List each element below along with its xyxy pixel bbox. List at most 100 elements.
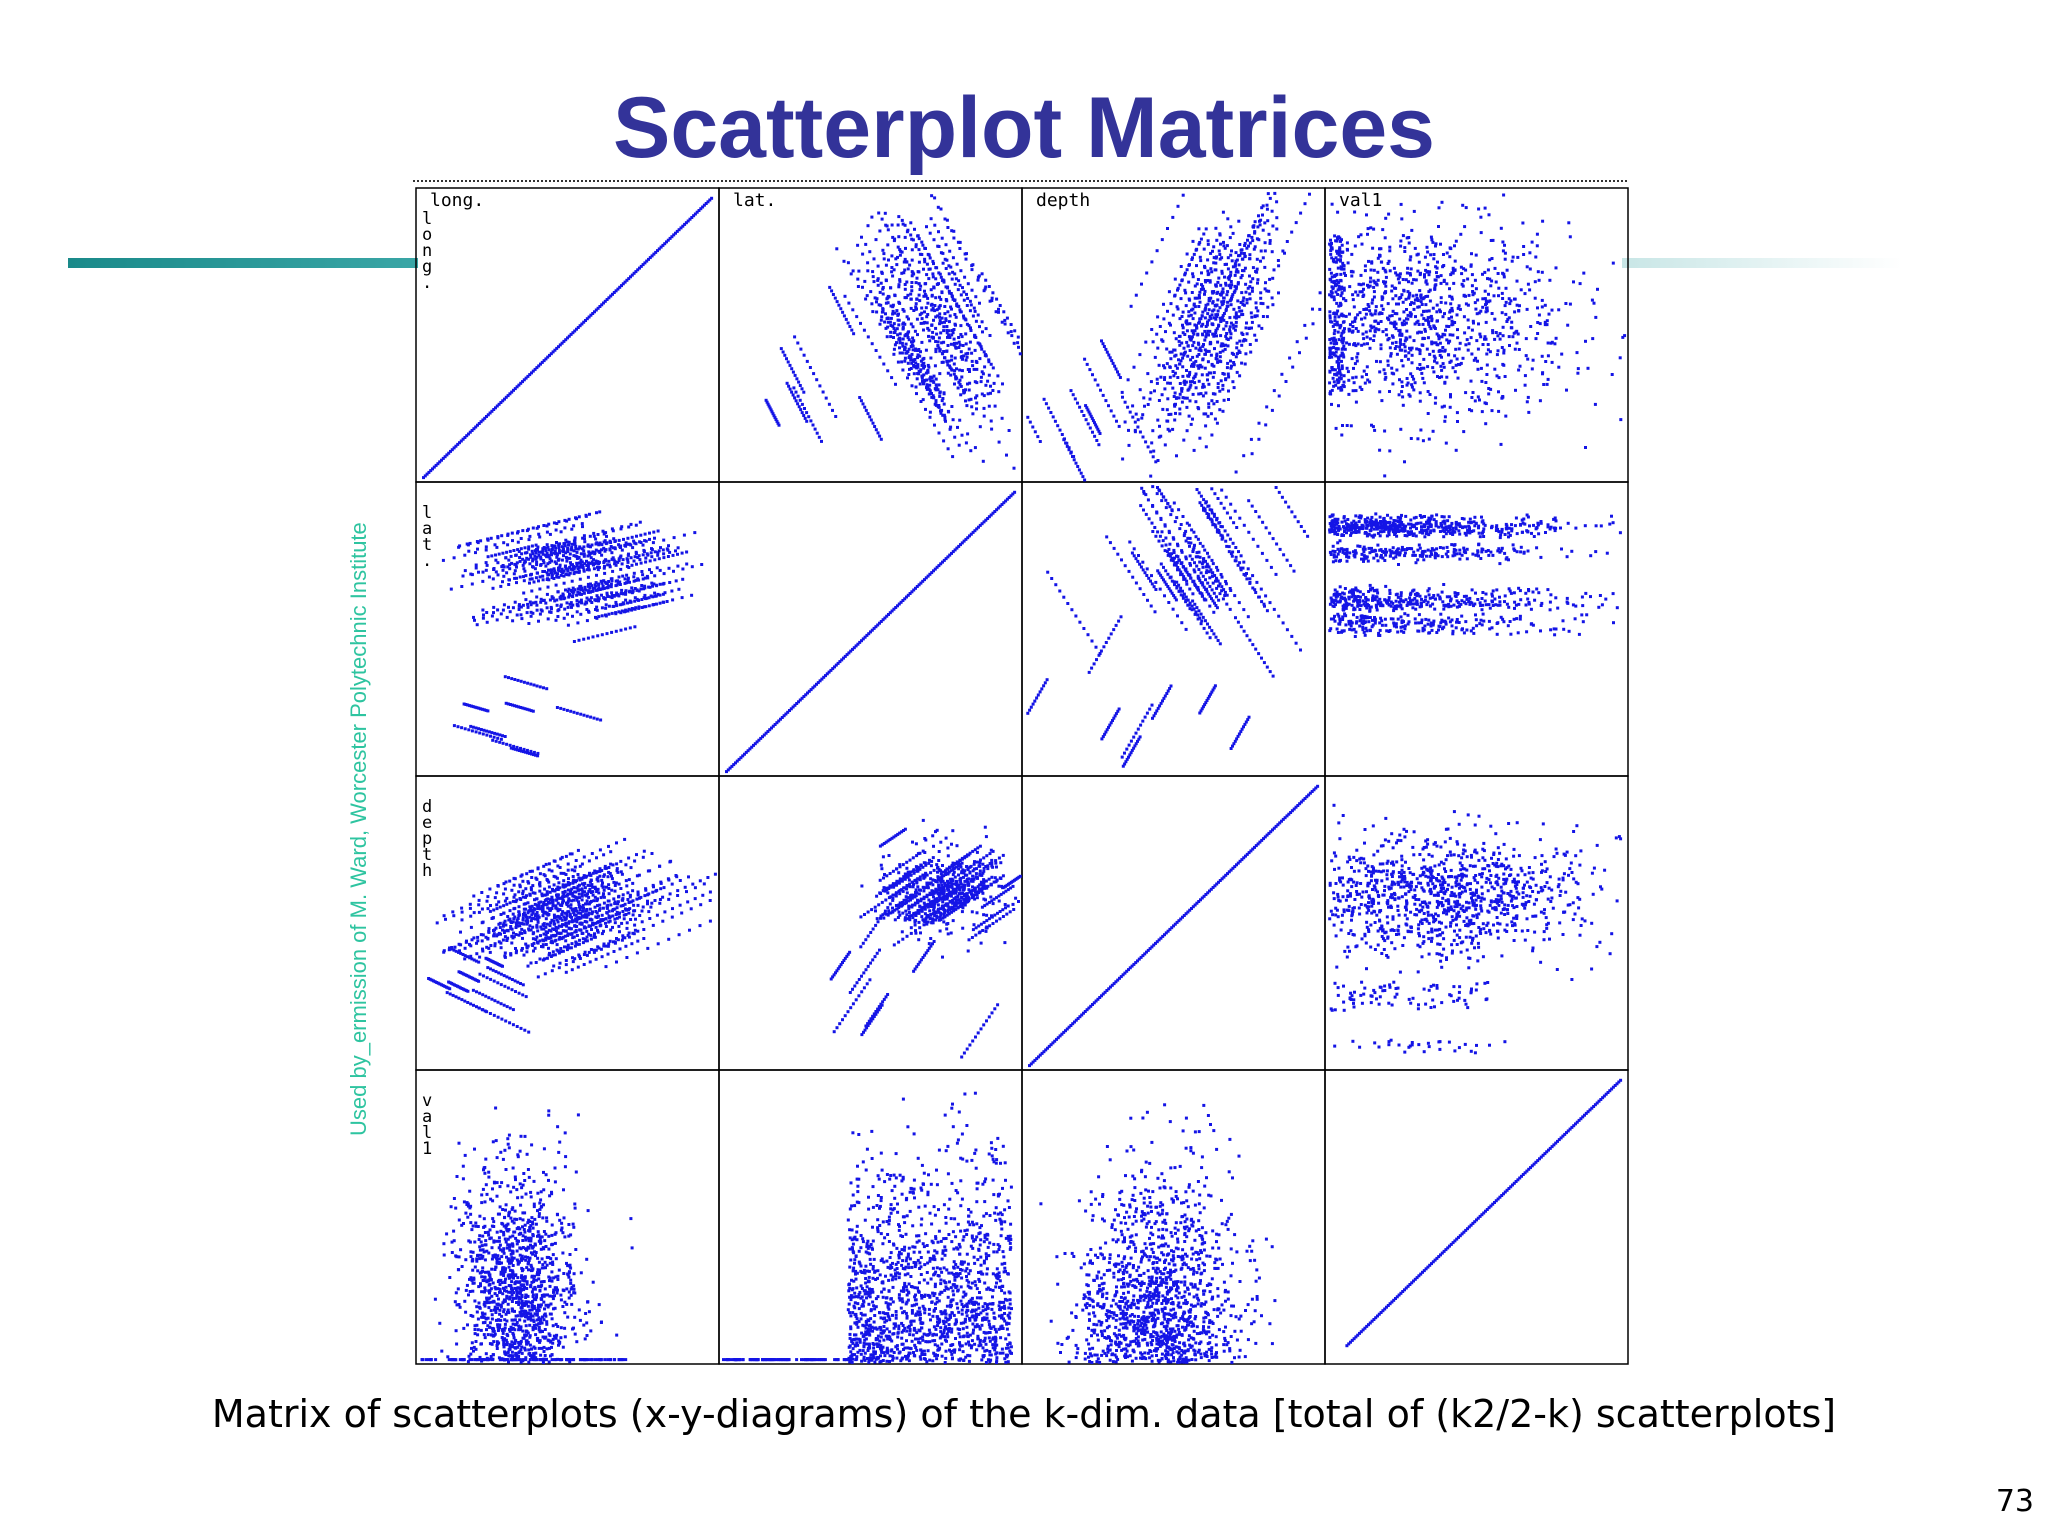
point <box>646 576 650 580</box>
point <box>1158 489 1162 493</box>
point <box>1188 587 1192 591</box>
point <box>886 301 890 305</box>
point <box>1538 322 1542 326</box>
point <box>903 597 907 601</box>
point <box>1394 322 1398 326</box>
point <box>1328 381 1332 385</box>
point <box>1337 376 1341 380</box>
point <box>1152 449 1156 453</box>
point <box>1354 400 1358 404</box>
point <box>901 222 905 226</box>
point <box>516 531 519 535</box>
point <box>1423 273 1426 277</box>
point <box>611 529 615 533</box>
point <box>467 432 470 436</box>
point <box>1072 455 1076 458</box>
point <box>1366 342 1369 346</box>
point <box>1231 380 1235 384</box>
point <box>1247 499 1251 503</box>
point <box>1439 364 1443 368</box>
point <box>1470 396 1474 399</box>
point <box>752 743 755 747</box>
point <box>904 351 908 355</box>
point <box>1365 213 1368 217</box>
point <box>1410 228 1414 232</box>
point <box>1216 568 1220 572</box>
point <box>910 281 914 284</box>
point <box>880 315 884 319</box>
point <box>1453 244 1456 248</box>
point <box>987 360 991 364</box>
point <box>910 289 914 293</box>
point <box>580 547 584 551</box>
point <box>1433 356 1437 360</box>
point <box>638 266 641 270</box>
point <box>572 567 576 570</box>
point <box>1160 393 1164 397</box>
point <box>476 423 479 427</box>
point <box>1214 317 1218 321</box>
point <box>881 248 885 252</box>
point <box>1219 379 1223 383</box>
point <box>959 543 962 547</box>
point <box>1398 317 1402 321</box>
point <box>1259 259 1262 263</box>
point <box>875 310 879 314</box>
point <box>1132 554 1136 558</box>
point <box>1497 409 1501 413</box>
point <box>1418 289 1422 293</box>
point <box>1226 300 1230 304</box>
point <box>1372 279 1376 283</box>
point <box>1455 313 1459 317</box>
point <box>1212 261 1216 265</box>
point <box>1329 238 1332 242</box>
point <box>931 330 935 334</box>
point <box>568 602 572 606</box>
point <box>1362 337 1366 341</box>
point <box>447 451 451 455</box>
point <box>573 588 577 592</box>
point <box>800 387 804 391</box>
point <box>452 724 456 728</box>
point <box>1424 303 1428 307</box>
point <box>499 584 503 588</box>
point <box>1230 283 1234 287</box>
point <box>542 686 545 690</box>
point <box>577 600 581 604</box>
point <box>472 615 475 619</box>
point <box>638 520 642 524</box>
point <box>1204 559 1207 563</box>
point <box>928 572 932 576</box>
point <box>1143 571 1147 575</box>
point <box>834 663 838 667</box>
point <box>1379 320 1383 323</box>
point <box>855 315 859 319</box>
point <box>942 350 946 353</box>
point <box>586 554 590 558</box>
point <box>519 381 523 385</box>
point <box>987 373 991 377</box>
point <box>947 272 951 276</box>
point <box>1347 392 1351 396</box>
point <box>1436 260 1439 264</box>
point <box>1183 567 1187 571</box>
point <box>1267 232 1271 236</box>
point <box>1183 333 1187 336</box>
point <box>1214 313 1218 317</box>
point <box>864 242 868 246</box>
point <box>1194 535 1198 539</box>
point <box>746 749 750 753</box>
point <box>619 567 623 571</box>
point <box>1156 486 1159 489</box>
point <box>852 646 856 650</box>
point <box>1413 298 1417 302</box>
point <box>1473 278 1477 282</box>
point <box>916 363 920 367</box>
point <box>1164 330 1167 334</box>
point <box>1481 272 1484 276</box>
point <box>597 582 600 586</box>
point <box>1205 562 1209 566</box>
point <box>1265 289 1269 293</box>
point <box>1166 427 1170 431</box>
point <box>802 353 806 357</box>
